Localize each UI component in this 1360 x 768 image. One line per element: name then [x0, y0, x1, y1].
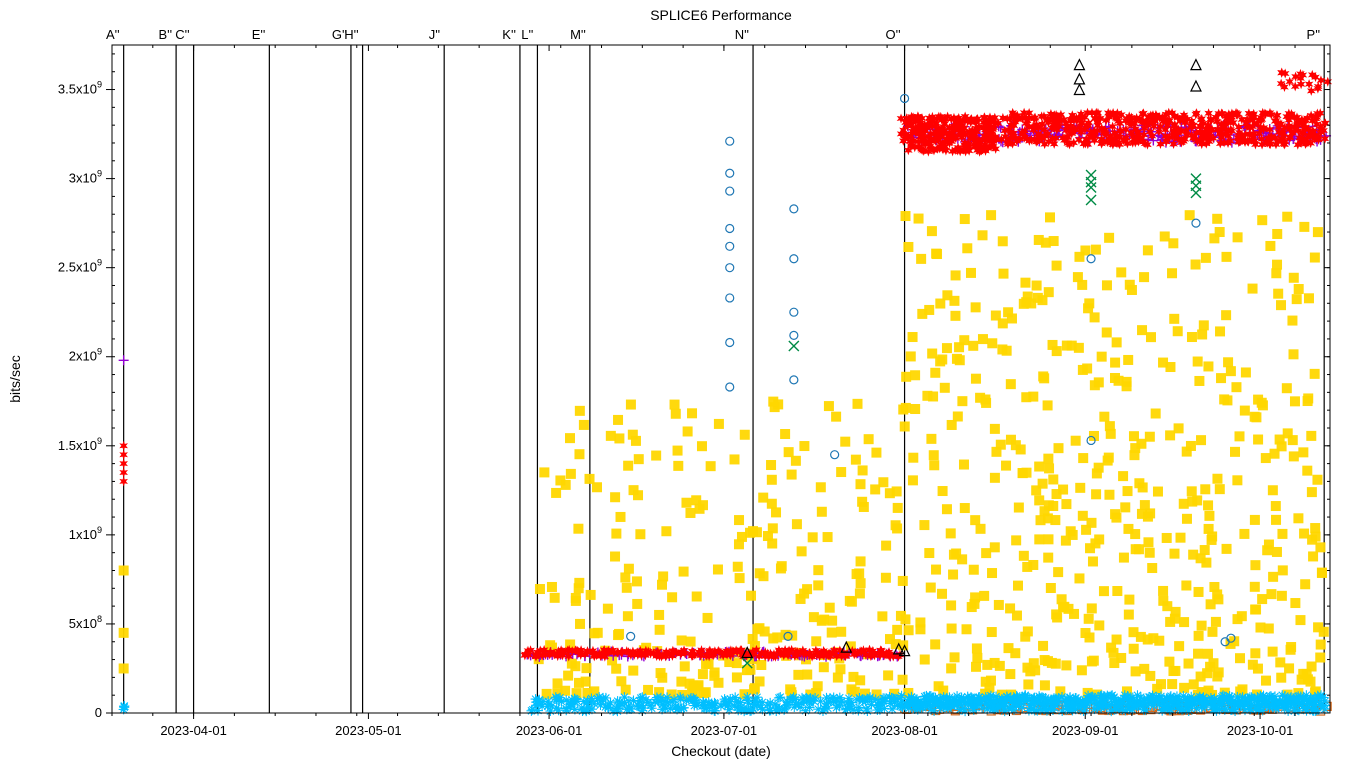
x-tick-label: 2023-04-01 [160, 723, 227, 738]
x-tick-label: 2023-05-01 [335, 723, 402, 738]
y-tick-label: 2.5x109 [58, 258, 102, 275]
y-tick-label: 0 [95, 705, 102, 720]
annotation-label: A'' [106, 27, 120, 42]
annotation-label: H'' [344, 27, 358, 42]
annotation-label: P'' [1307, 27, 1321, 42]
y-tick-label: 3x109 [69, 169, 102, 186]
series-purple_plus [119, 120, 1331, 661]
series-cyan_ast [119, 690, 1331, 716]
annotation-label: K'' [502, 27, 516, 42]
x-tick-label: 2023-06-01 [516, 723, 583, 738]
series-yellow_sq [119, 210, 1329, 700]
x-tick-label: 2023-08-01 [871, 723, 938, 738]
performance-chart: A''B''C''E''G''H''J''K''L''M''N''O''P'' … [0, 0, 1360, 768]
x-tick-label: 2023-07-01 [691, 723, 758, 738]
annotation-label: B'' [158, 27, 172, 42]
y-tick-label: 5x108 [69, 614, 102, 631]
y-tick-label: 1.5x109 [58, 436, 102, 453]
annotation-label: O'' [885, 27, 900, 42]
y-tick-label: 2x109 [69, 347, 102, 364]
x-tick-label: 2023-09-01 [1052, 723, 1119, 738]
annotation-label: L'' [521, 27, 533, 42]
y-axis-label: bits/sec [7, 355, 23, 402]
x-tick-label: 2023-10-01 [1227, 723, 1294, 738]
chart-title: SPLICE6 Performance [650, 7, 792, 23]
annotation-label: M'' [570, 27, 586, 42]
y-tick-label: 1x109 [69, 525, 102, 542]
annotation-label: J'' [429, 27, 440, 42]
x-axis-label: Checkout (date) [671, 743, 771, 759]
annotation-label: C'' [175, 27, 189, 42]
chart-svg: A''B''C''E''G''H''J''K''L''M''N''O''P'' … [0, 0, 1360, 768]
annotation-label: N'' [735, 27, 749, 42]
annotation-label: E'' [252, 27, 266, 42]
y-tick-label: 3.5x109 [58, 80, 102, 97]
